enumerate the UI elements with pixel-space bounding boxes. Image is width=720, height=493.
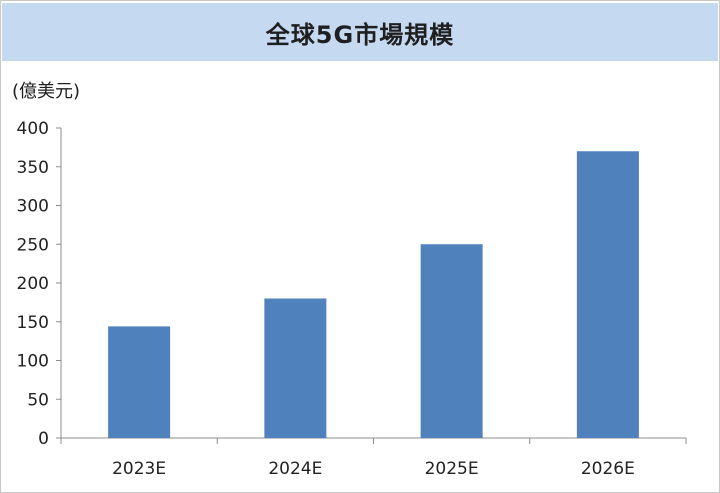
chart-title: 全球5G市場規模	[265, 20, 455, 49]
y-axis-unit-label: (億美元)	[12, 81, 81, 102]
x-category-label: 2025E	[425, 459, 479, 479]
bar-2023E	[108, 326, 171, 438]
y-tick-label: 150	[17, 313, 49, 333]
y-tick-label: 350	[17, 158, 49, 178]
bar-2026E	[576, 151, 639, 438]
bar-2025E	[420, 244, 483, 438]
x-category-label: 2023E	[112, 459, 166, 479]
y-tick-label: 0	[38, 429, 49, 449]
title-band: 全球5G市場規模	[2, 3, 718, 61]
y-ticks: 0 50 100 150 200 250 300 350 400	[17, 119, 61, 449]
y-tick-label: 300	[17, 197, 49, 217]
y-tick-label: 250	[17, 235, 49, 255]
y-tick-label: 200	[17, 274, 49, 294]
bar-2024E	[264, 298, 327, 438]
x-category-labels: 2023E 2024E 2025E 2026E	[112, 459, 635, 479]
y-tick-label: 50	[27, 390, 49, 410]
y-tick-label: 100	[17, 352, 49, 372]
bars	[108, 151, 639, 438]
x-category-label: 2024E	[268, 459, 322, 479]
y-tick-label: 400	[17, 119, 49, 139]
x-category-label: 2026E	[581, 459, 635, 479]
